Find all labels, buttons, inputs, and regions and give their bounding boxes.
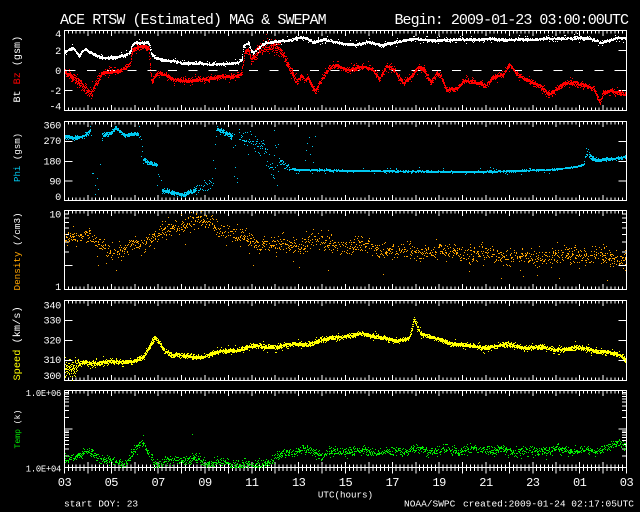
svg-text:330: 330	[44, 317, 62, 328]
svg-text:Begin: 2009-01-23 03:00:00UTC: Begin: 2009-01-23 03:00:00UTC	[395, 12, 629, 29]
svg-text:Speed (km/s): Speed (km/s)	[12, 306, 24, 380]
svg-text:360: 360	[44, 122, 62, 133]
svg-text:-2: -2	[49, 87, 61, 98]
svg-text:11: 11	[245, 476, 259, 490]
svg-text:180: 180	[44, 157, 62, 168]
svg-text:1: 1	[55, 283, 61, 294]
svg-text:340: 340	[44, 302, 62, 313]
svg-text:21: 21	[479, 476, 493, 490]
svg-text:03: 03	[620, 476, 634, 490]
svg-text:19: 19	[432, 476, 446, 490]
svg-text:ACE RTSW (Estimated) MAG & SWE: ACE RTSW (Estimated) MAG & SWEPAM	[60, 12, 327, 29]
svg-text:created:2009-01-24 02:17:05UTC: created:2009-01-24 02:17:05UTC	[463, 499, 634, 510]
svg-text:10: 10	[49, 211, 61, 222]
svg-text:15: 15	[339, 476, 353, 490]
svg-text:UTC(hours): UTC(hours)	[318, 490, 373, 501]
svg-text:0: 0	[55, 193, 61, 204]
svg-text:05: 05	[105, 476, 119, 490]
svg-text:2: 2	[55, 47, 61, 58]
svg-text:1.0E+06: 1.0E+06	[26, 389, 61, 399]
svg-text:-4: -4	[49, 102, 61, 113]
svg-text:300: 300	[44, 372, 62, 383]
svg-text:0: 0	[55, 67, 61, 78]
svg-text:09: 09	[198, 476, 212, 490]
svg-text:Phi (gsm): Phi (gsm)	[12, 133, 23, 182]
svg-text:1.0E+04: 1.0E+04	[26, 464, 61, 474]
svg-text:270: 270	[44, 137, 62, 148]
svg-text:start DOY: 23: start DOY: 23	[64, 499, 138, 510]
svg-text:Temp (k): Temp (k)	[14, 410, 23, 449]
svg-text:90: 90	[49, 178, 61, 189]
svg-text:13: 13	[292, 476, 306, 490]
svg-text:01: 01	[573, 476, 587, 490]
svg-text:4: 4	[55, 30, 61, 41]
svg-text:17: 17	[386, 476, 400, 490]
svg-text:03: 03	[58, 476, 72, 490]
svg-text:Bt Bz (gsm): Bt Bz (gsm)	[12, 36, 24, 103]
svg-text:07: 07	[151, 476, 165, 490]
svg-text:23: 23	[526, 476, 540, 490]
svg-text:Density (/cm3): Density (/cm3)	[12, 212, 23, 290]
svg-text:NOAA/SWPC: NOAA/SWPC	[404, 499, 456, 510]
svg-text:320: 320	[44, 337, 62, 348]
svg-text:310: 310	[44, 356, 62, 367]
